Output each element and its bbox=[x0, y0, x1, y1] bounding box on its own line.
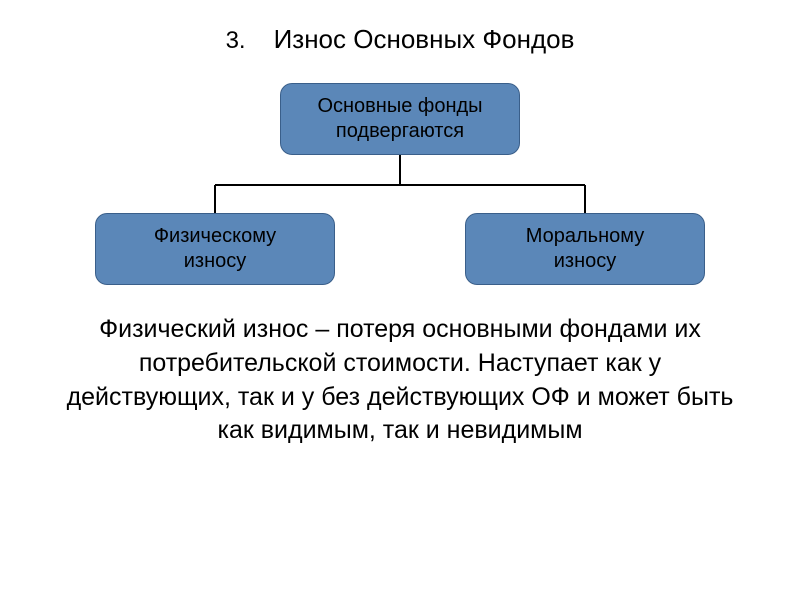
diagram-node-root: Основные фондыподвергаются bbox=[280, 83, 520, 155]
diagram-node-line: износу bbox=[184, 249, 247, 274]
diagram-connector bbox=[399, 155, 401, 185]
diagram-node-line: износу bbox=[554, 249, 617, 274]
diagram-node-line: Физическому bbox=[154, 224, 276, 249]
title-number: 3. bbox=[226, 27, 246, 55]
diagram-node-right: Моральномуизносу bbox=[465, 213, 705, 285]
diagram: Основные фондыподвергаютсяФизическомуизн… bbox=[0, 83, 800, 293]
diagram-node-left: Физическомуизносу bbox=[95, 213, 335, 285]
diagram-connector bbox=[584, 185, 586, 213]
diagram-node-line: Моральному bbox=[526, 224, 645, 249]
diagram-node-line: подвергаются bbox=[336, 119, 464, 144]
slide-title: 3. Износ Основных Фондов bbox=[0, 0, 800, 55]
diagram-node-line: Основные фонды bbox=[317, 94, 482, 119]
definition-paragraph: Физический износ – потеря основными фонд… bbox=[0, 313, 800, 448]
title-text: Износ Основных Фондов bbox=[274, 24, 575, 55]
diagram-connector bbox=[214, 185, 216, 213]
diagram-connector bbox=[215, 184, 585, 186]
